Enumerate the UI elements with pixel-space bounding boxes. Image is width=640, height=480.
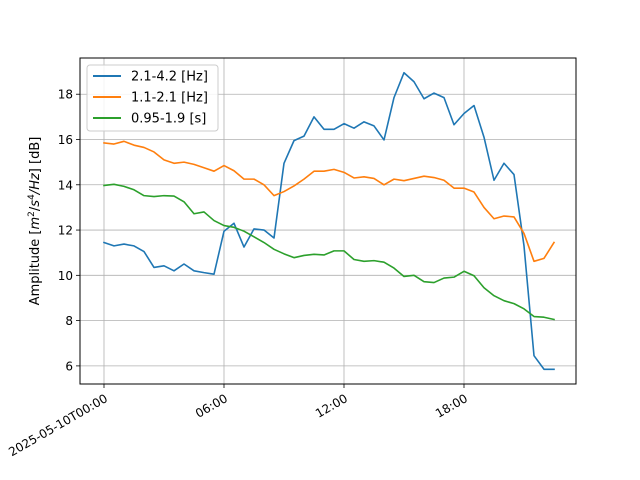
series-line-3 [103,183,555,321]
y-tick-label: 14 [58,178,73,192]
y-axis-title: Amplitude [m2/s4/Hz] [dB] [27,137,43,306]
series-line-1 [102,71,555,371]
y-tick-label: 16 [58,133,73,147]
legend-label-2: 1.1-2.1 [Hz] [131,91,208,106]
legend-box [86,64,219,132]
legend-label-3: 0.95-1.9 [s] [131,112,206,127]
y-tick-label: 6 [65,359,73,373]
plot-frame [79,57,577,385]
y-tick-label: 10 [58,269,73,283]
grid-lines [80,58,576,384]
legend-label-1: 2.1-4.2 [Hz] [131,70,208,85]
y-tick-label: 12 [58,224,73,238]
y-tick-label: 18 [58,88,73,102]
legend: 2.1-4.2 [Hz] 1.1-2.1 [Hz] 0.95-1.9 [s] [86,64,219,132]
series-line-2 [103,140,556,263]
y-tick-label: 8 [65,314,73,328]
series-layer [102,71,556,371]
